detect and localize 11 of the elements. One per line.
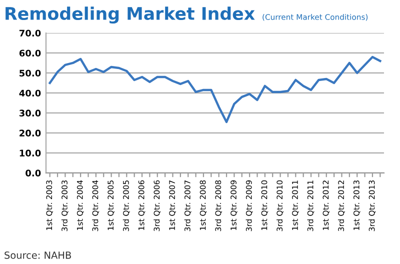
y-tick-label: 20.0: [20, 130, 41, 136]
y-tick-label: 10.0: [20, 150, 41, 156]
line-series: [48, 56, 382, 124]
chart-title: Remodeling Market Index: [6, 6, 255, 24]
y-tick-label: 40.0: [19, 90, 41, 97]
y-tick-label: 70.0: [19, 30, 41, 37]
y-tick-label: 50.0: [20, 70, 41, 77]
source-note: Source: NAHB: [4, 252, 71, 259]
y-tick-label: 60.0: [19, 50, 41, 57]
y-tick-label: 30.0: [19, 110, 41, 117]
y-tick-label: 0.0: [26, 170, 41, 176]
